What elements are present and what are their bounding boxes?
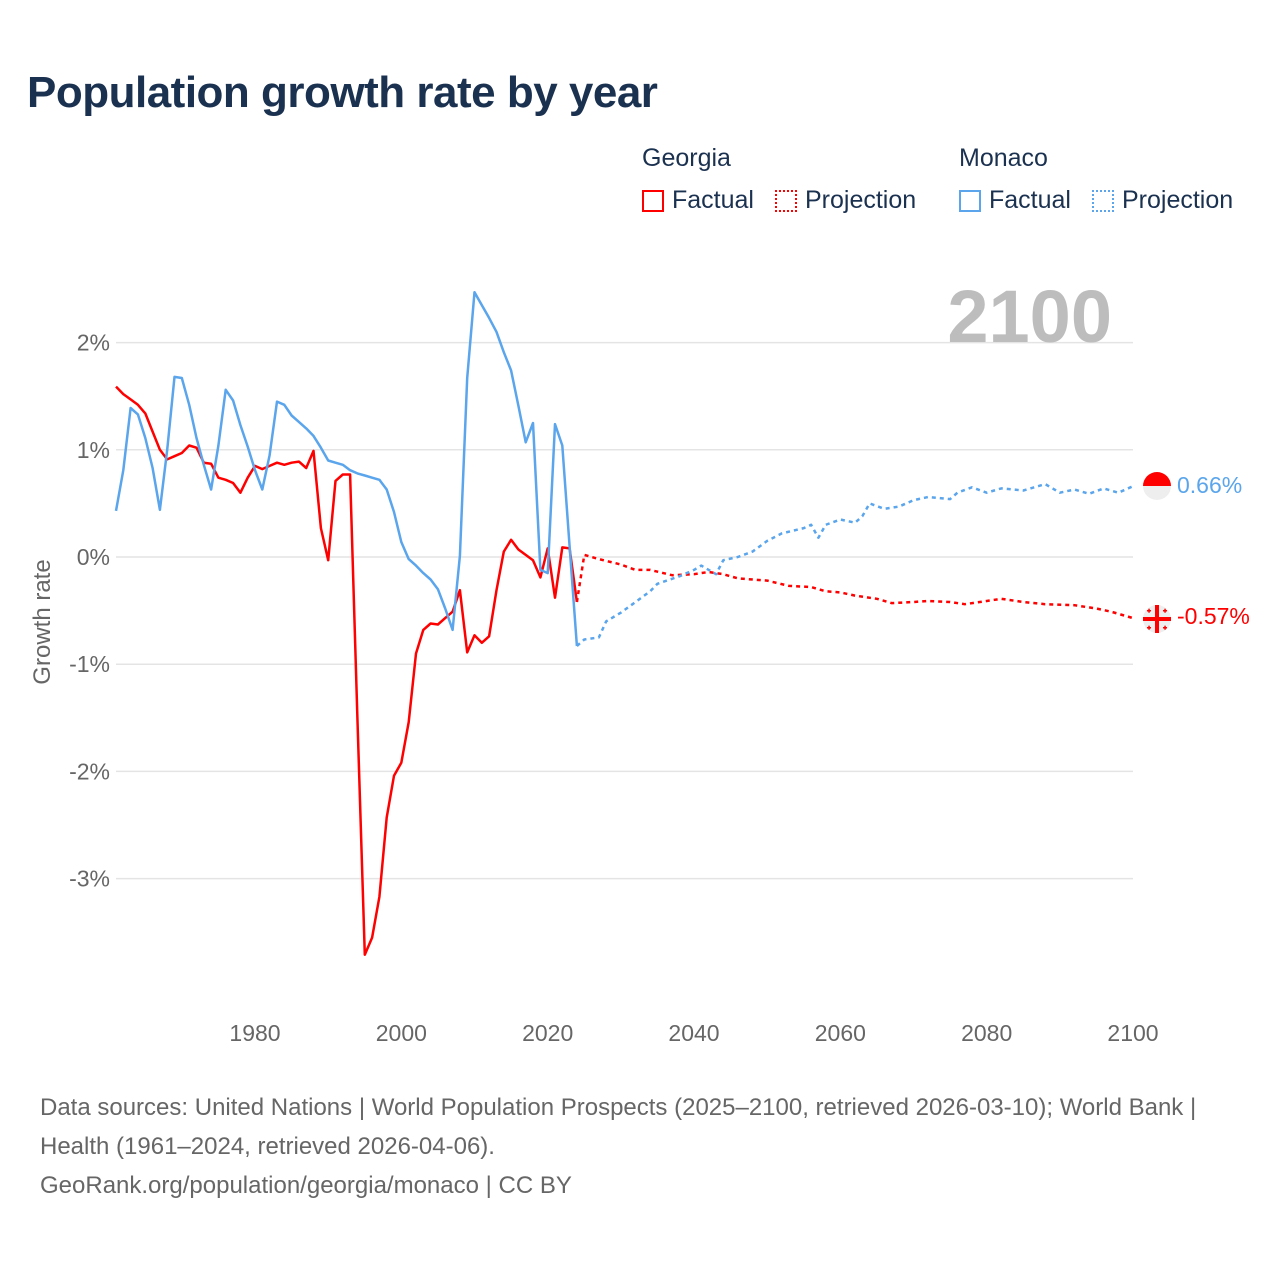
legend-swatch-dotted xyxy=(775,189,797,212)
legend-swatch-dotted xyxy=(1092,189,1114,212)
y-tick-label: -2% xyxy=(69,758,110,784)
y-axis-label: Growth rate xyxy=(29,559,56,684)
legend-label: Factual xyxy=(672,186,754,214)
x-tick-label: 2100 xyxy=(1107,1020,1158,1046)
x-tick-label: 1980 xyxy=(229,1020,280,1046)
legend-swatch-solid xyxy=(959,189,981,212)
legend-georgia-projection[interactable]: Projection xyxy=(775,186,916,215)
legend-monaco-heading: Monaco xyxy=(959,144,1048,172)
credit-link[interactable]: GeoRank.org/population/georgia/monaco | … xyxy=(40,1172,572,1199)
x-tick-label: 2020 xyxy=(522,1020,573,1046)
y-tick-label: 1% xyxy=(77,437,110,463)
monaco-flag-icon xyxy=(1143,472,1171,500)
year-display: 2100 xyxy=(947,275,1112,358)
legend-swatch-solid xyxy=(642,189,664,212)
legend-label: Factual xyxy=(989,186,1071,214)
georgia-projection-line xyxy=(575,553,1134,620)
y-tick-label: -3% xyxy=(69,866,110,892)
monaco-end-label: 0.66% xyxy=(1177,472,1242,498)
x-tick-label: 2060 xyxy=(815,1020,866,1046)
legend-georgia-factual[interactable]: Factual xyxy=(642,186,754,215)
x-tick-label: 2000 xyxy=(376,1020,427,1046)
legend-label: Projection xyxy=(805,186,917,214)
legend-label: Projection xyxy=(1122,186,1234,214)
data-sources: Data sources: United Nations | World Pop… xyxy=(40,1094,1197,1160)
y-tick-label: -1% xyxy=(69,651,110,677)
plot-area: 2% 1% 0% -1% -2% -3% 1980 2000 2020 2040 2060 2080 2… xyxy=(29,275,1250,1046)
y-tick-label: 2% xyxy=(77,330,110,356)
legend-monaco-factual[interactable]: Factual xyxy=(959,186,1071,215)
footer: Data sources: United Nations | World Pop… xyxy=(40,1088,1240,1205)
chart-title: Population growth rate by year xyxy=(27,68,658,117)
georgia-end-label: -0.57% xyxy=(1177,603,1250,629)
georgia-flag-icon xyxy=(1143,605,1171,633)
legend-monaco-projection[interactable]: Projection xyxy=(1092,186,1233,215)
x-tick-label: 2040 xyxy=(668,1020,719,1046)
legend-georgia-heading: Georgia xyxy=(642,144,731,172)
georgia-factual-line xyxy=(115,385,579,956)
y-tick-label: 0% xyxy=(77,544,110,570)
monaco-factual-line xyxy=(114,290,579,647)
monaco-projection-line xyxy=(576,482,1134,647)
x-tick-label: 2080 xyxy=(961,1020,1012,1046)
